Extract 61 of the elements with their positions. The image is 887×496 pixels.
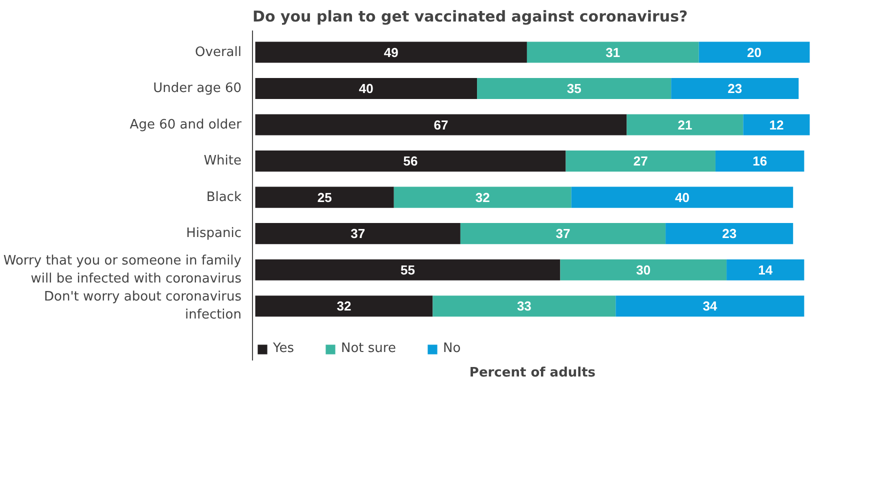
y-tick-label: Under age 60 (153, 81, 242, 96)
y-tick-label: Hispanic (186, 226, 242, 242)
bar (255, 42, 527, 63)
bar (255, 223, 460, 244)
bar (666, 223, 794, 244)
bar (255, 259, 560, 280)
legend-label: Not sure (341, 341, 396, 356)
data-label: 40 (358, 81, 374, 96)
data-label: 14 (758, 262, 774, 278)
data-label: 49 (384, 44, 398, 60)
bar (616, 296, 804, 317)
data-label: 30 (636, 262, 651, 278)
y-tick-label: Worry that you or someone in family will be infected with coronavirus (3, 253, 242, 286)
data-label: 56 (403, 154, 418, 169)
data-label: 27 (633, 154, 648, 169)
data-label: 16 (752, 154, 768, 169)
y-tick-label: Overall (195, 44, 242, 60)
bar (255, 186, 394, 208)
bar (726, 259, 804, 280)
data-label: 34 (702, 298, 718, 314)
bar (432, 296, 616, 317)
data-label: 37 (350, 226, 366, 242)
bar (671, 78, 799, 100)
data-label: 40 (674, 190, 690, 205)
data-label: 23 (722, 226, 737, 242)
data-label: 31 (606, 44, 620, 60)
data-label: 12 (769, 117, 784, 132)
data-label: 21 (678, 117, 692, 132)
bar (460, 223, 666, 244)
bar (255, 150, 566, 172)
data-label: 23 (728, 81, 742, 96)
bar (255, 114, 627, 136)
y-tick-label: White (204, 154, 242, 169)
bar (255, 296, 433, 317)
data-label: 32 (336, 298, 352, 314)
y-tick-label: Don't worry about coronavirus infection (44, 290, 242, 323)
bar (743, 114, 810, 136)
y-tick-label: Age 60 and older (130, 117, 242, 132)
bar (566, 150, 716, 172)
bar (715, 150, 804, 172)
data-label: 33 (516, 298, 532, 314)
data-label: 37 (556, 226, 570, 242)
bar (698, 42, 810, 63)
data-label: 25 (317, 190, 332, 205)
bar (255, 78, 478, 100)
x-axis-title: Percent of adults (469, 366, 596, 380)
bar (560, 259, 727, 280)
data-label: 35 (566, 81, 582, 96)
data-label: 67 (434, 117, 448, 132)
bar (526, 42, 699, 63)
bar (394, 186, 572, 208)
bar (571, 186, 794, 208)
legend-label: Yes (273, 341, 294, 356)
data-label: 20 (747, 44, 762, 60)
legend-label: No (442, 341, 462, 356)
chart-title: Do you plan to get vaccinated against coronavirus? (252, 8, 688, 26)
data-label: 55 (400, 262, 415, 278)
data-label: 32 (475, 190, 490, 205)
bar (477, 78, 672, 100)
y-tick-label: Black (206, 190, 242, 205)
bar (626, 114, 744, 136)
